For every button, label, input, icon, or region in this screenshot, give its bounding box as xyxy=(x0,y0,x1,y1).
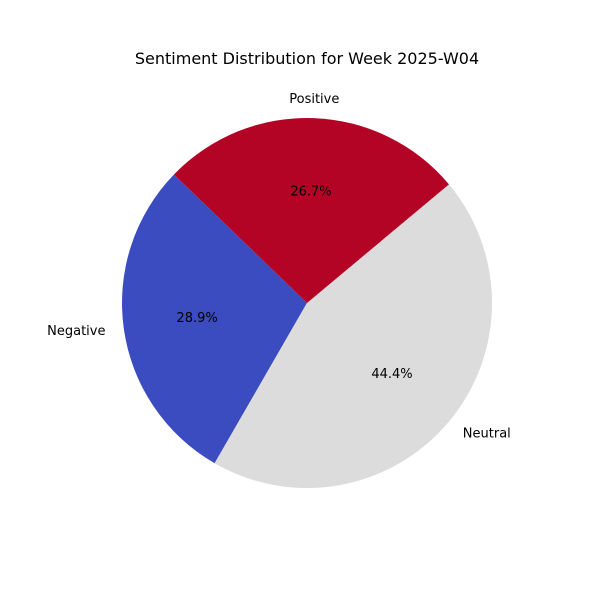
pie-category-label-negative: Negative xyxy=(47,324,105,339)
pie-slices xyxy=(122,117,493,489)
pie-category-label-neutral: Neutral xyxy=(463,426,511,441)
pie-category-label-positive: Positive xyxy=(289,92,339,107)
pie-slice-neutral xyxy=(214,184,493,489)
pie-pct-label-positive: 26.7% xyxy=(290,185,331,200)
pie-slice-negative xyxy=(122,174,307,464)
pie-labels: 28.9% Negative 44.4% Neutral 26.7% Positive xyxy=(47,92,511,441)
pie-slice-positive xyxy=(173,117,449,303)
pie-pct-label-negative: 28.9% xyxy=(176,311,217,326)
pie-pct-label-neutral: 44.4% xyxy=(371,367,412,382)
chart-title: Sentiment Distribution for Week 2025-W04 xyxy=(135,49,479,68)
